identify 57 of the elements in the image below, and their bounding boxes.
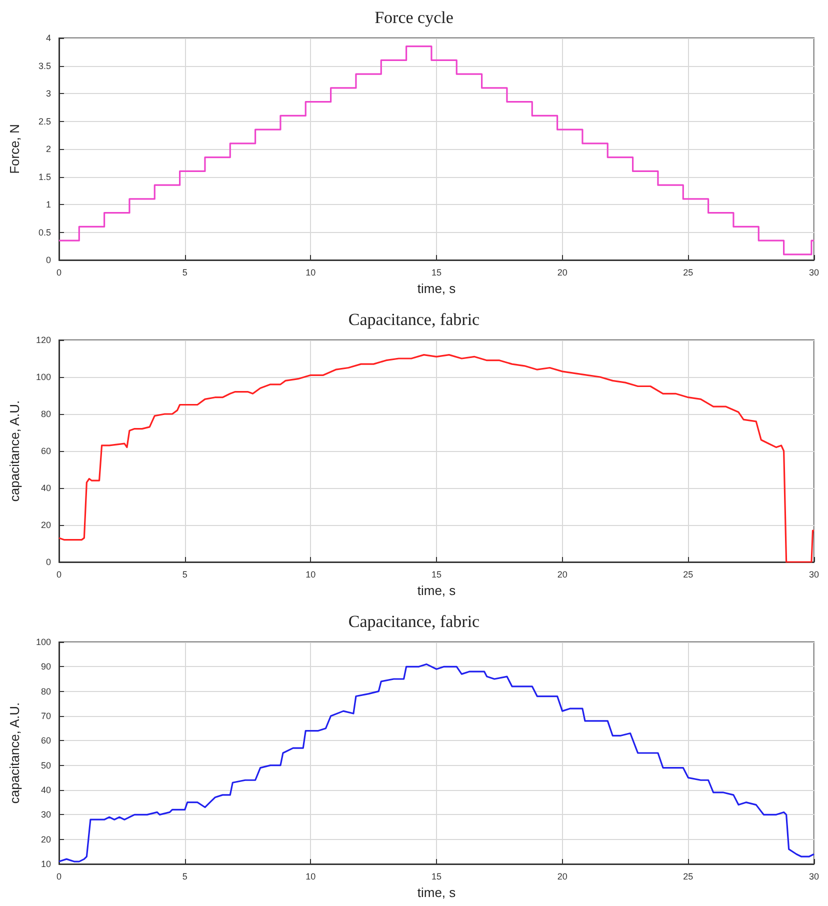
x-tick-label: 15 (431, 570, 442, 580)
x-tick-label: 15 (431, 268, 442, 278)
y-tick-label: 3 (46, 88, 51, 98)
x-tick-label: 25 (683, 268, 694, 278)
y-tick-label: 4 (46, 33, 51, 43)
x-tick-label: 5 (182, 872, 188, 882)
y-tick-label: 1 (46, 200, 51, 210)
y-tick-label: 1.5 (38, 172, 51, 182)
x-tick-label: 0 (56, 268, 62, 278)
x-tick-label: 0 (56, 570, 62, 580)
y-tick-label: 20 (40, 520, 51, 530)
y-tick-label: 0 (46, 255, 51, 265)
x-tick-label: 20 (557, 872, 568, 882)
y-axis-title: Force, N (7, 124, 22, 174)
y-tick-label: 120 (36, 335, 51, 345)
x-axis-title: time, s (417, 583, 456, 598)
y-tick-label: 90 (40, 662, 51, 672)
line-series (58, 663, 815, 862)
y-tick-label: 100 (36, 637, 51, 647)
y-tick-label: 80 (40, 409, 51, 419)
x-tick-label: 30 (808, 268, 820, 278)
y-tick-label: 50 (40, 760, 51, 770)
y-tick-label: 0 (46, 557, 51, 567)
y-tick-label: 40 (40, 483, 51, 493)
y-tick-label: 10 (40, 859, 51, 869)
y-tick-label: 80 (40, 686, 51, 696)
y-tick-label: 70 (40, 711, 51, 721)
y-tick-label: 2.5 (38, 116, 51, 126)
x-tick-label: 30 (808, 570, 820, 580)
chart-title: Capacitance, fabric (348, 310, 480, 329)
y-tick-label: 3.5 (38, 60, 51, 71)
x-tick-label: 20 (557, 570, 568, 580)
x-tick-label: 0 (56, 872, 62, 882)
x-tick-label: 5 (182, 570, 188, 580)
x-tick-label: 25 (683, 872, 694, 882)
x-tick-label: 10 (306, 268, 316, 278)
x-tick-label: 30 (808, 872, 820, 882)
y-tick-label: 20 (40, 834, 51, 844)
y-tick-label: 100 (36, 372, 51, 382)
y-tick-label: 60 (40, 446, 51, 456)
x-axis-title: time, s (417, 281, 456, 296)
y-tick-label: 60 (40, 736, 51, 746)
x-tick-label: 25 (683, 570, 694, 580)
y-axis-title: capacitance, A.U. (7, 702, 22, 804)
chart-title: Capacitance, fabric (348, 612, 480, 631)
y-tick-label: 2 (46, 144, 51, 154)
y-axis-title: capacitance, A.U. (7, 400, 22, 502)
x-tick-label: 10 (306, 570, 316, 580)
x-axis-title: time, s (417, 885, 456, 900)
y-tick-label: 30 (40, 810, 51, 820)
y-tick-label: 0.5 (38, 227, 51, 238)
x-tick-label: 20 (557, 268, 568, 278)
x-tick-label: 10 (306, 872, 316, 882)
y-tick-label: 40 (40, 785, 51, 795)
x-tick-label: 5 (182, 268, 188, 278)
x-tick-label: 15 (431, 872, 442, 882)
chart-title: Force cycle (374, 8, 454, 27)
